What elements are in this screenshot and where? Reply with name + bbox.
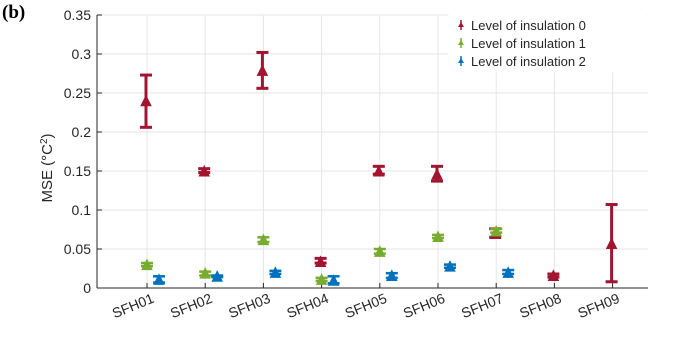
data-point [431,168,443,180]
data-layer [140,50,618,286]
data-point [269,266,282,278]
data-point [490,224,503,237]
data-point [327,274,340,286]
y-tick-label: 0.25 [64,85,91,101]
y-tick-label: 0.35 [64,7,91,23]
data-point [315,273,328,285]
x-tick-label: SFH09 [575,290,622,321]
legend-layer: Level of insulation 0 Level of insulation… [448,11,648,73]
legend-label: Level of insulation 0 [471,18,586,33]
x-tick-label: SFH06 [401,290,448,321]
y-axis-label: MSE (°C2) [39,133,57,202]
y-axis-label-sup: 2 [39,138,50,144]
data-point [314,255,327,267]
x-tick-label: SFH03 [226,290,273,321]
x-tick-label: SFH05 [343,290,390,321]
y-axis-label-main: MSE (°C [39,144,56,203]
x-tick-label: SFH04 [284,290,331,321]
data-point [257,233,270,246]
legend-label: Level of insulation 1 [471,36,586,51]
x-tick-label: SFH08 [517,290,564,321]
y-axis-label-end: ) [39,133,56,138]
legend-marker [458,22,464,27]
data-point [502,266,515,278]
y-tick-label: 0 [83,280,91,296]
y-tick-label: 0.1 [72,202,92,218]
data-point [199,267,212,279]
data-point [605,237,618,250]
panel-label: (b) [2,2,26,23]
y-tick-label: 0.05 [64,241,91,257]
data-point [141,258,153,271]
y-tick-label: 0.2 [72,124,92,140]
y-tick-label: 0.3 [72,46,92,62]
legend-marker [458,58,464,63]
data-point [432,230,444,243]
legend-box [448,11,648,73]
data-point [547,269,560,282]
x-tick-label: SFH02 [168,290,215,321]
data-point [385,269,398,282]
data-point [140,94,152,107]
x-tick-label: SFH07 [459,290,506,321]
legend-label: Level of insulation 2 [471,54,586,69]
x-tick-label: SFH01 [110,290,157,321]
data-point [211,270,224,282]
y-tick-label: 0.15 [64,163,91,179]
data-point [444,260,456,272]
legend-marker [458,40,464,45]
data-point [372,164,385,177]
data-point [198,164,211,177]
data-point [153,273,165,285]
data-point [256,64,269,76]
data-point [373,245,386,257]
